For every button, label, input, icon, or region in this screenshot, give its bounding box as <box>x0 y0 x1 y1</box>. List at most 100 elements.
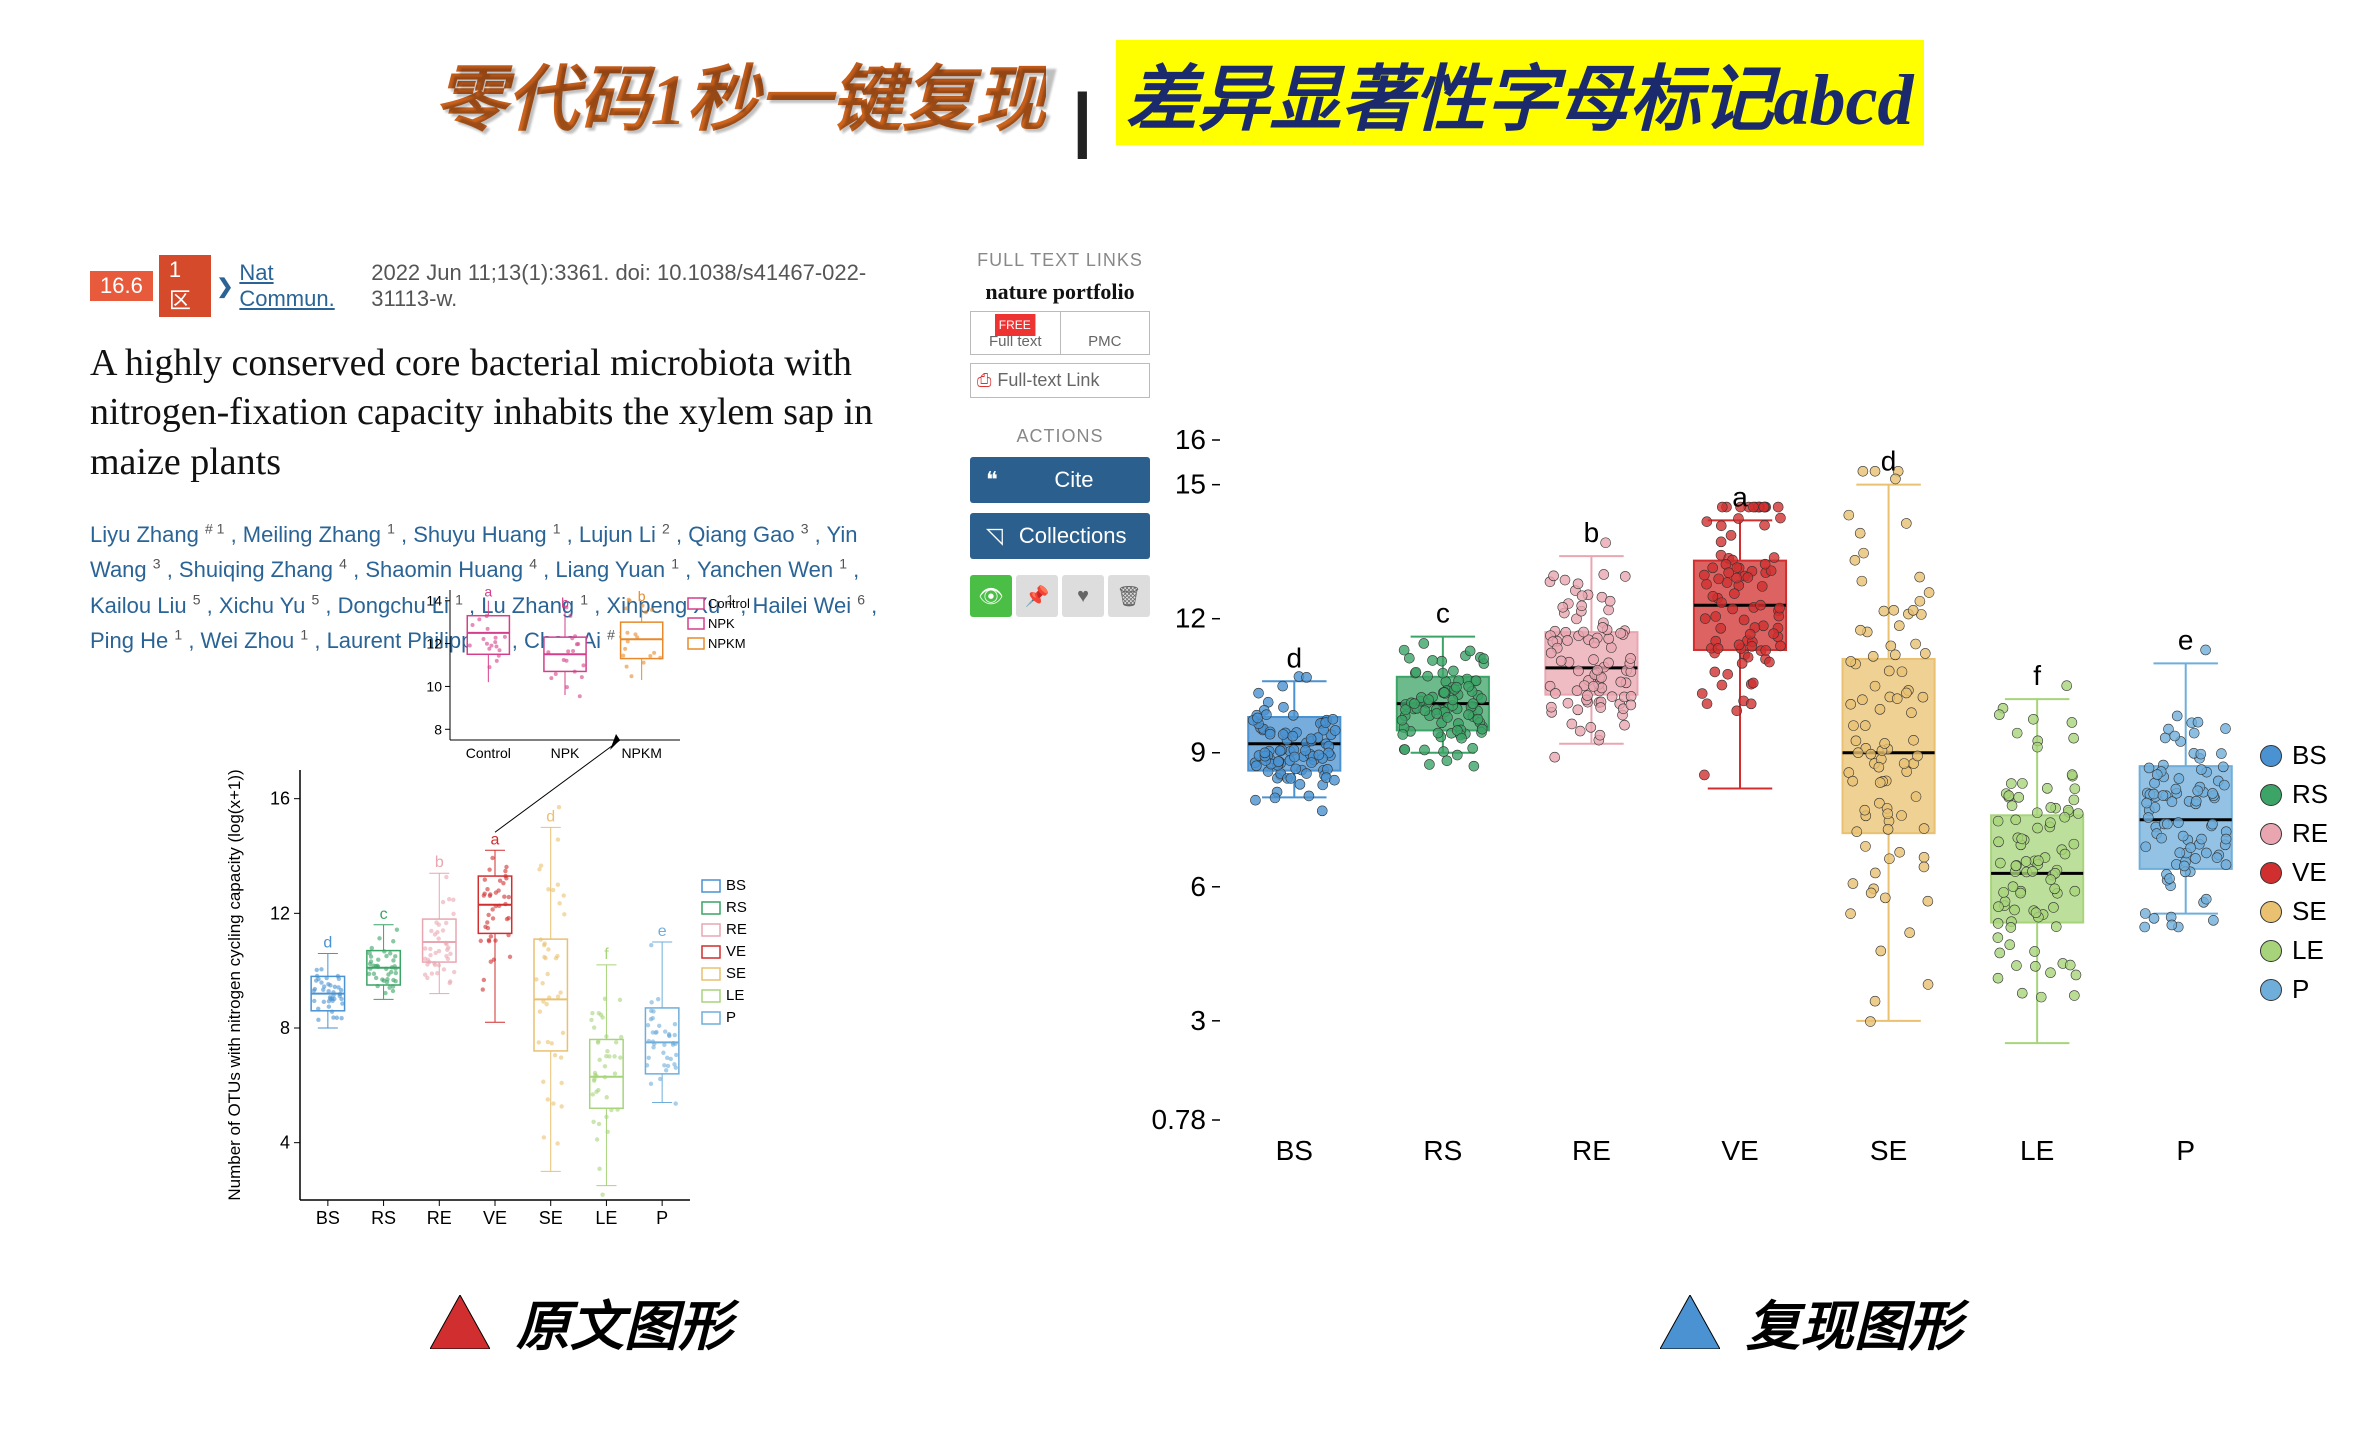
author-link[interactable]: Shuyu Huang <box>413 522 546 547</box>
fulltext-link-button[interactable]: ⎙ Full-text Link <box>970 363 1150 398</box>
original-boxplot-svg: 481216Number of OTUs with nitrogen cycli… <box>220 580 790 1250</box>
cite-button[interactable]: ❝ Cite <box>970 457 1150 503</box>
header-separator: | <box>1071 79 1091 161</box>
author-link[interactable]: Liang Yuan <box>555 557 665 582</box>
badge-row: 16.6 1区 ❯ Nat Commun. 2022 Jun 11;13(1):… <box>90 255 910 317</box>
author-link[interactable]: Meiling Zhang <box>243 522 381 547</box>
triangle-red-icon <box>430 1295 490 1349</box>
svg-text:4: 4 <box>280 1133 290 1153</box>
eye-icon[interactable]: 👁 <box>970 575 1012 617</box>
svg-text:P: P <box>726 1009 736 1026</box>
svg-text:NPK: NPK <box>708 616 735 631</box>
svg-text:f: f <box>604 946 609 963</box>
reproduced-legend: BSRSREVESELEP <box>2260 740 2340 1013</box>
svg-text:LE: LE <box>2020 1135 2054 1166</box>
svg-text:16: 16 <box>270 789 290 809</box>
header-left: 零代码1秒一键复现 <box>434 40 1046 145</box>
citation-text: 2022 Jun 11;13(1):3361. doi: 10.1038/s41… <box>371 260 910 312</box>
triangle-blue-icon <box>1660 1295 1720 1349</box>
svg-text:c: c <box>380 906 388 923</box>
author-link[interactable]: Shaomin Huang <box>365 557 523 582</box>
repro-caption-text: 复现图形 <box>1746 1282 1962 1361</box>
svg-text:3: 3 <box>1190 1005 1206 1036</box>
svg-text:a: a <box>484 584 492 600</box>
icon-row: 👁 📌 ♥ 🗑 <box>970 575 1150 617</box>
heart-icon[interactable]: ♥ <box>1062 575 1104 617</box>
author-link[interactable]: Kailou Liu <box>90 593 187 618</box>
legend-item: SE <box>2260 896 2340 927</box>
svg-text:d: d <box>546 808 555 825</box>
svg-text:P: P <box>656 1208 668 1228</box>
reproduced-chart: 0.78369121516dBScRSbREaVEdSEfLEeP <box>1150 420 2270 1180</box>
actions-heading: ACTIONS <box>970 426 1150 447</box>
original-figure: 481216Number of OTUs with nitrogen cycli… <box>220 580 790 1250</box>
pmc-label: PMC <box>1061 312 1150 354</box>
paper-title: A highly conserved core bacterial microb… <box>90 339 910 487</box>
svg-text:d: d <box>323 934 332 951</box>
svg-text:BS: BS <box>1276 1135 1313 1166</box>
nature-portfolio-logo: nature portfolio <box>970 279 1150 305</box>
svg-text:12: 12 <box>1175 603 1206 634</box>
sidebar: FULL TEXT LINKS nature portfolio FREEFul… <box>970 250 1150 617</box>
author-link[interactable]: Lujun Li <box>579 522 656 547</box>
svg-text:8: 8 <box>434 721 442 737</box>
legend-item: BS <box>2260 740 2340 771</box>
svg-text:e: e <box>2178 624 2194 655</box>
legend-item: RS <box>2260 779 2340 810</box>
svg-text:RE: RE <box>427 1208 452 1228</box>
svg-text:d: d <box>1286 642 1302 673</box>
legend-item: P <box>2260 974 2340 1005</box>
author-link[interactable]: Ping He <box>90 628 168 653</box>
legend-item: RE <box>2260 818 2340 849</box>
svg-text:0.78: 0.78 <box>1152 1104 1207 1135</box>
svg-text:NPK: NPK <box>551 745 580 761</box>
journal-link[interactable]: Nat Commun. <box>239 260 365 312</box>
svg-text:RS: RS <box>371 1208 396 1228</box>
svg-text:RE: RE <box>726 921 747 938</box>
svg-text:RS: RS <box>1423 1135 1462 1166</box>
svg-text:VE: VE <box>483 1208 507 1228</box>
svg-text:b: b <box>561 594 569 610</box>
author-link[interactable]: Liyu Zhang <box>90 522 199 547</box>
svg-text:10: 10 <box>426 678 442 694</box>
svg-text:SE: SE <box>539 1208 563 1228</box>
svg-text:Control: Control <box>466 745 511 761</box>
svg-text:15: 15 <box>1175 469 1206 500</box>
author-link[interactable]: Yanchen Wen <box>697 557 833 582</box>
author-link[interactable]: Shuiqing Zhang <box>179 557 333 582</box>
svg-text:b: b <box>1584 517 1600 548</box>
quote-icon: ❝ <box>986 467 998 493</box>
zone-badge: 1区 <box>159 255 211 317</box>
svg-text:VE: VE <box>726 943 746 960</box>
svg-text:NPKM: NPKM <box>621 745 661 761</box>
svg-text:NPKM: NPKM <box>708 636 746 651</box>
pin-icon[interactable]: 📌 <box>1016 575 1058 617</box>
svg-text:LE: LE <box>726 987 744 1004</box>
svg-text:SE: SE <box>1870 1135 1907 1166</box>
legend-item: VE <box>2260 857 2340 888</box>
fulltext-label: Full text <box>985 329 1046 354</box>
svg-text:16: 16 <box>1175 424 1206 455</box>
reproduced-boxplot-svg: 0.78369121516dBScRSbREaVEdSEfLEeP <box>1150 420 2270 1180</box>
collections-button[interactable]: ◹ Collections <box>970 513 1150 559</box>
svg-text:Control: Control <box>708 596 750 611</box>
svg-text:f: f <box>2033 660 2041 691</box>
svg-text:LE: LE <box>595 1208 617 1228</box>
svg-text:a: a <box>1732 481 1748 512</box>
svg-text:6: 6 <box>1190 871 1206 902</box>
collections-label: Collections <box>1019 523 1127 549</box>
page-header: 零代码1秒一键复现 | 差异显著性字母标记abcd <box>0 40 2358 161</box>
svg-text:12: 12 <box>270 903 290 923</box>
repro-caption: 复现图形 <box>1660 1282 1962 1361</box>
svg-text:12: 12 <box>426 636 442 652</box>
fulltext-pmc-box[interactable]: FREEFull text PMC <box>970 311 1150 355</box>
svg-text:c: c <box>1436 598 1450 629</box>
author-link[interactable]: Qiang Gao <box>688 522 794 547</box>
if-badge: 16.6 <box>90 271 153 301</box>
svg-text:14: 14 <box>426 593 442 609</box>
svg-text:RE: RE <box>1572 1135 1611 1166</box>
trash-icon[interactable]: 🗑 <box>1108 575 1150 617</box>
pdf-icon: ⎙ <box>977 370 991 391</box>
header-right: 差异显著性字母标记abcd <box>1116 40 1924 145</box>
bookmark-icon: ◹ <box>986 523 1003 549</box>
